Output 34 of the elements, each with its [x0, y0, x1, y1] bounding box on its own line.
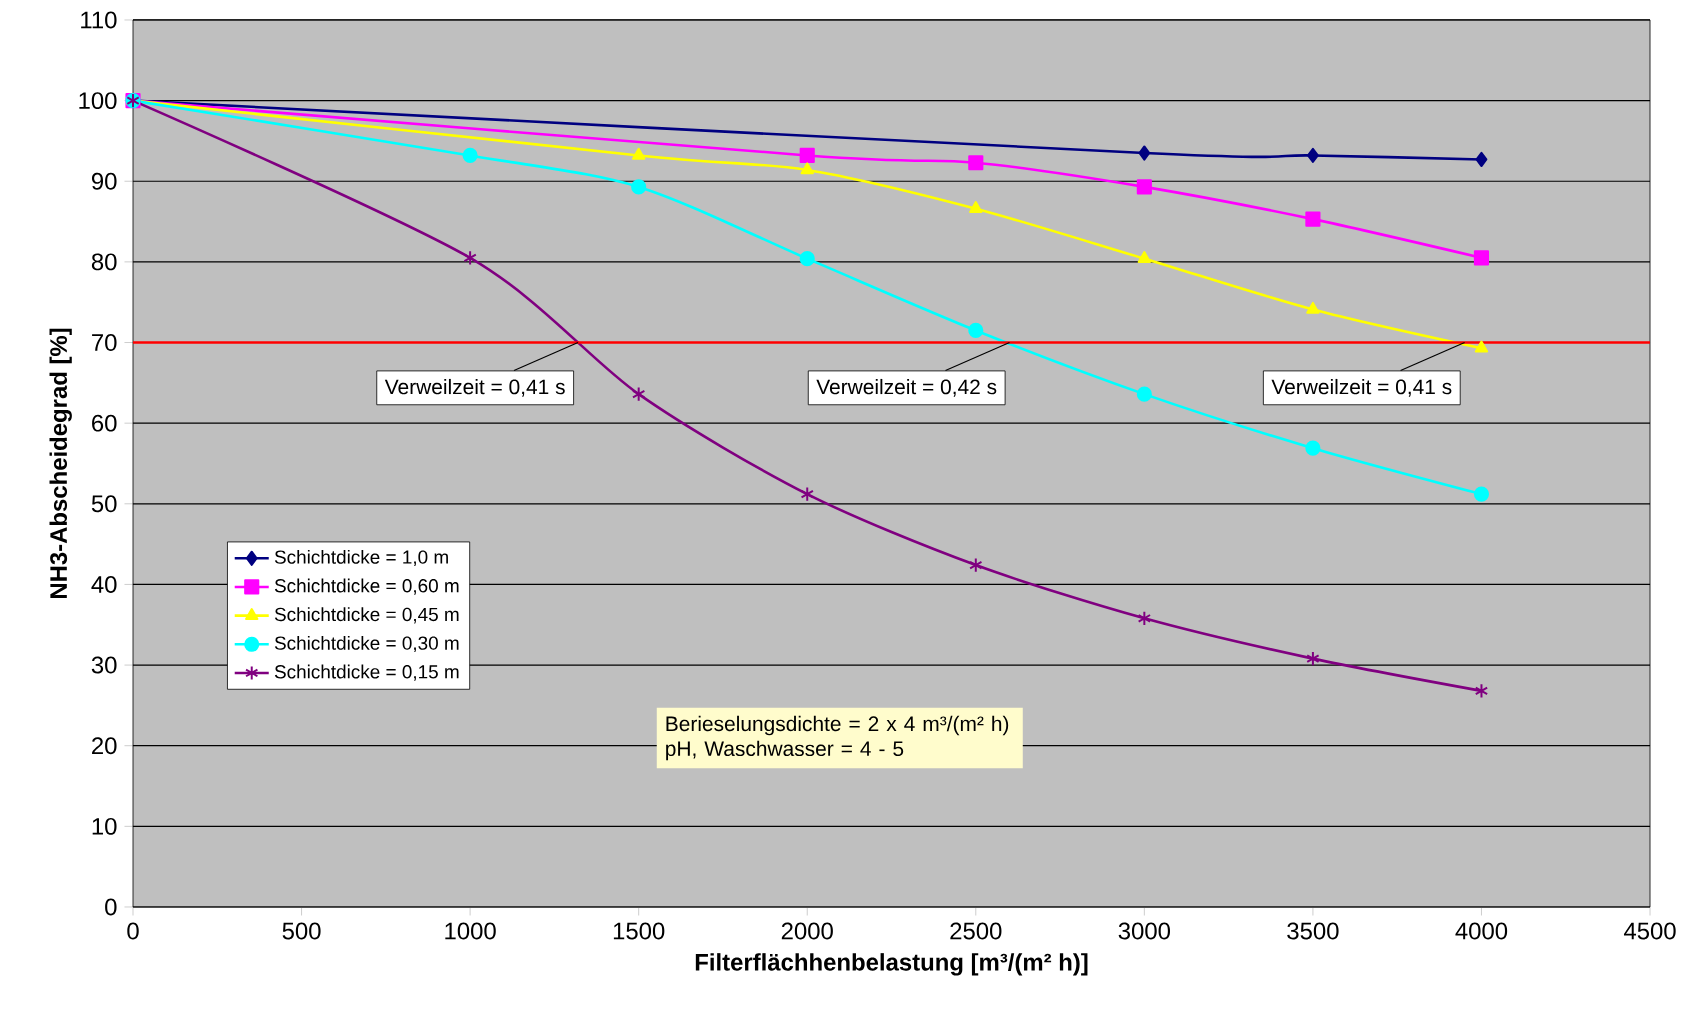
x-tick-label: 4000	[1455, 922, 1508, 940]
y-tick-label: 110	[81, 11, 117, 29]
x-tick-label: 1000	[445, 922, 496, 940]
annotation: Verweilzeit = 0,41 s	[1271, 378, 1452, 397]
y-tick-label: 20	[92, 737, 117, 755]
legend-label: Schichtdicke = 0,45 m	[274, 607, 459, 624]
legend-label: Schichtdicke = 0,60 m	[274, 578, 459, 595]
x-tick-label: 1500	[613, 922, 665, 940]
x-tick-label: 3000	[1118, 922, 1171, 940]
annotation: pH, Waschwasser = 4 - 5	[666, 740, 904, 761]
legend-label: Schichtdicke = 0,15 m	[274, 664, 459, 681]
y-tick-label: 80	[91, 253, 117, 271]
y-tick-label: 60	[92, 414, 117, 432]
y-tick-label: 50	[91, 495, 117, 513]
legend-label: Schichtdicke = 0,30 m	[274, 635, 459, 653]
y-tick-label: 0	[105, 898, 117, 916]
legend-label: Schichtdicke = 1,0 m	[274, 549, 448, 567]
y-tick-label: 10	[92, 817, 117, 835]
annotation: Berieselungsdichte = 2 x 4 m³/(m² h)	[666, 715, 1009, 736]
annotation: Verweilzeit = 0,41 s	[384, 378, 565, 397]
y-tick-label: 100	[79, 92, 117, 110]
x-tick-label: 500	[282, 922, 321, 940]
y-tick-label: 30	[91, 656, 117, 674]
x-tick-label: 3500	[1287, 922, 1339, 940]
y-tick-label: 90	[91, 172, 117, 190]
x-axis-title: Filterflächhenbelastung [m³/(m² h)]	[695, 953, 1088, 976]
x-tick-label: 4500	[1623, 922, 1676, 940]
x-tick-label: 2500	[950, 922, 1002, 940]
x-tick-label: 2000	[781, 922, 833, 940]
y-axis-title: NH3-Abscheidegrad [%]	[49, 328, 72, 599]
annotation: Verweilzeit = 0,42 s	[816, 378, 997, 397]
y-tick-label: 70	[92, 334, 117, 351]
x-tick-label: 0	[127, 922, 139, 940]
y-tick-label: 40	[91, 575, 117, 593]
